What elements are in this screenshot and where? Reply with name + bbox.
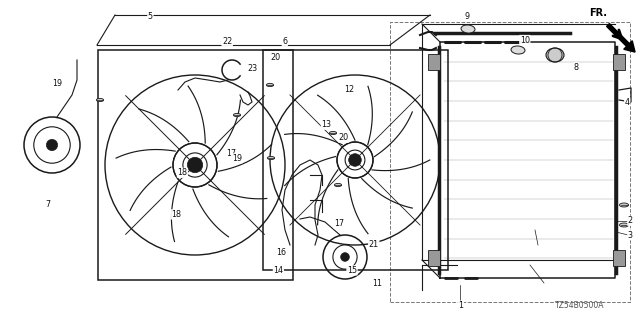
Ellipse shape <box>546 48 564 62</box>
Text: 6: 6 <box>282 37 287 46</box>
Text: 19: 19 <box>52 79 63 88</box>
Text: 23: 23 <box>248 64 258 73</box>
Ellipse shape <box>266 84 274 87</box>
Text: 14: 14 <box>273 266 284 275</box>
Text: 2: 2 <box>628 216 633 225</box>
Circle shape <box>349 154 362 166</box>
Text: 4: 4 <box>625 98 630 107</box>
Text: 17: 17 <box>227 149 237 158</box>
FancyArrow shape <box>607 24 635 52</box>
Text: 1: 1 <box>458 301 463 310</box>
Ellipse shape <box>234 113 241 116</box>
Bar <box>428 54 440 70</box>
Circle shape <box>352 157 358 163</box>
Text: 20: 20 <box>270 53 280 62</box>
Text: 3: 3 <box>628 231 633 240</box>
Bar <box>97 50 292 280</box>
Ellipse shape <box>330 132 337 135</box>
Text: 12: 12 <box>344 85 354 94</box>
Bar <box>262 50 447 270</box>
Ellipse shape <box>97 99 104 102</box>
Ellipse shape <box>511 46 525 54</box>
Text: 9: 9 <box>465 12 470 20</box>
Text: 7: 7 <box>45 200 51 209</box>
Text: 11: 11 <box>372 279 383 288</box>
Text: 13: 13 <box>321 120 332 129</box>
Text: 18: 18 <box>171 210 181 219</box>
Text: TZ54B0500A: TZ54B0500A <box>556 300 605 309</box>
Bar <box>613 250 625 266</box>
Ellipse shape <box>461 25 475 33</box>
Circle shape <box>340 252 349 261</box>
Ellipse shape <box>335 183 342 187</box>
Text: 17: 17 <box>334 220 344 228</box>
Text: 5: 5 <box>148 12 153 20</box>
Text: 10: 10 <box>520 36 530 44</box>
Text: 21: 21 <box>369 240 379 249</box>
Text: 19: 19 <box>232 154 242 163</box>
Bar <box>428 250 440 266</box>
Text: FR.: FR. <box>589 8 607 18</box>
Circle shape <box>191 161 199 169</box>
Text: 18: 18 <box>177 168 188 177</box>
Text: 8: 8 <box>573 63 579 72</box>
Ellipse shape <box>620 203 628 207</box>
Text: 20: 20 <box>339 133 349 142</box>
Circle shape <box>47 140 58 151</box>
Text: 15: 15 <box>347 266 357 275</box>
Ellipse shape <box>620 223 628 227</box>
Ellipse shape <box>268 156 275 160</box>
Bar <box>613 54 625 70</box>
Text: 22: 22 <box>222 37 232 46</box>
Circle shape <box>188 157 203 173</box>
Text: 16: 16 <box>276 248 287 257</box>
